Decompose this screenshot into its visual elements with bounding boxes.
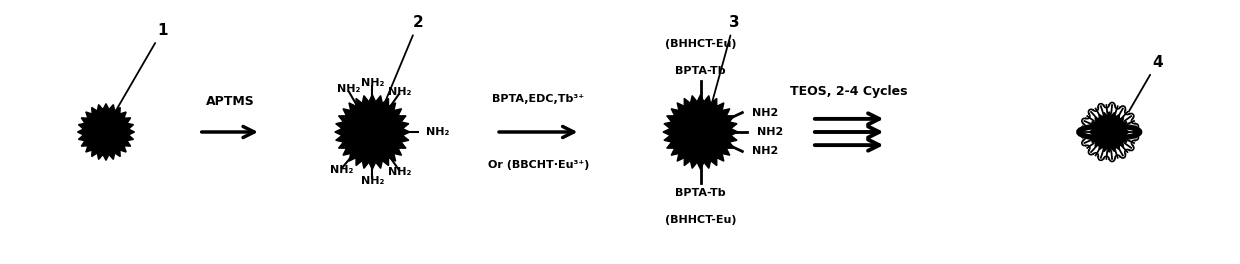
Text: BPTA-Tb: BPTA-Tb	[676, 65, 725, 76]
Text: (BHHCT-Eu): (BHHCT-Eu)	[665, 39, 737, 49]
Text: NH₂: NH₂	[361, 176, 384, 186]
Circle shape	[1079, 126, 1140, 138]
Text: TEOS, 2-4 Cycles: TEOS, 2-4 Cycles	[790, 85, 908, 98]
Text: NH₂: NH₂	[388, 167, 412, 177]
Polygon shape	[77, 104, 134, 160]
Polygon shape	[335, 95, 409, 169]
Text: NH2: NH2	[756, 127, 782, 137]
Text: NH2: NH2	[753, 107, 779, 117]
Text: NH₂: NH₂	[337, 84, 360, 95]
Text: 4: 4	[1128, 55, 1163, 111]
Text: (BHHCT-Eu): (BHHCT-Eu)	[665, 215, 737, 225]
Text: NH2: NH2	[753, 147, 779, 157]
Text: NH₂: NH₂	[361, 78, 384, 88]
Polygon shape	[1089, 112, 1130, 152]
Polygon shape	[663, 95, 738, 169]
Text: BPTA-Tb: BPTA-Tb	[676, 188, 725, 199]
Text: Or (BBCHT·Eu³⁺): Or (BBCHT·Eu³⁺)	[487, 159, 589, 169]
Text: NH₂: NH₂	[427, 127, 450, 137]
Text: APTMS: APTMS	[206, 95, 254, 108]
Text: 1: 1	[114, 23, 167, 113]
Text: NH₂: NH₂	[330, 165, 353, 175]
Text: 2: 2	[383, 15, 424, 107]
Text: NH₂: NH₂	[388, 87, 412, 97]
Text: 3: 3	[711, 15, 739, 107]
Text: BPTA,EDC,Tb³⁺: BPTA,EDC,Tb³⁺	[492, 95, 584, 105]
